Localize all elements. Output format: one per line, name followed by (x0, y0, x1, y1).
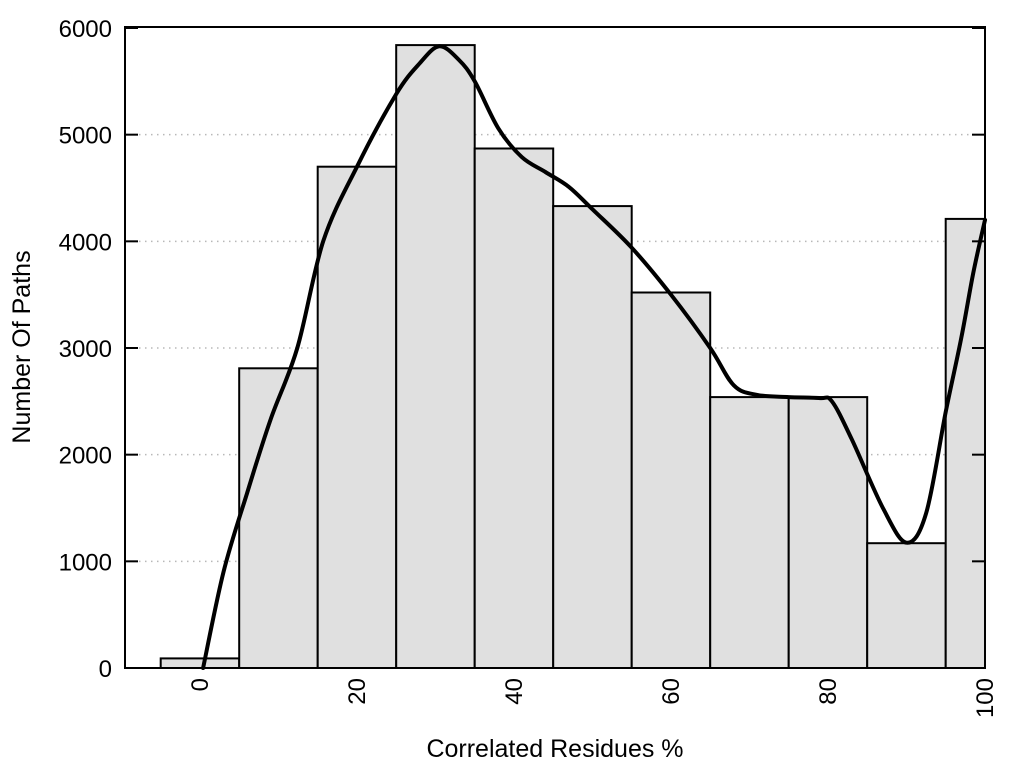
histogram-bar-60 (630, 291, 712, 669)
x-tick-label-80: 80 (815, 678, 842, 705)
histogram-bar-40 (473, 147, 555, 669)
y-tick-labels: 0 1000 2000 3000 4000 5000 6000 (59, 16, 112, 683)
histogram-bar-80 (787, 396, 869, 669)
x-tick-label-100: 100 (972, 678, 999, 718)
plot-border (124, 26, 986, 669)
y-tick-label-0: 0 (99, 656, 112, 683)
histogram-bar-100 (944, 217, 987, 669)
histogram-bar-90 (866, 542, 947, 670)
y-tick-label-2000: 2000 (59, 443, 112, 470)
histogram-bar-70 (709, 396, 790, 669)
y-tick-label-4000: 4000 (59, 229, 112, 256)
smoothed-frequency-curve (201, 44, 987, 670)
y-tick-label-3000: 3000 (59, 336, 112, 363)
histogram-bar-30 (395, 44, 476, 670)
x-tick-label-20: 20 (344, 678, 371, 705)
x-tick-label-40: 40 (501, 678, 528, 705)
histogram-bar-20 (316, 165, 398, 669)
x-tick-label-0: 0 (187, 678, 214, 691)
x-axis-title: Correlated Residues % (426, 735, 683, 763)
y-tick-label-5000: 5000 (59, 123, 112, 150)
histogram-bar-10 (238, 367, 319, 669)
x-tick-label-60: 60 (658, 678, 685, 705)
histogram-bar-50 (552, 205, 633, 669)
histogram-bar-0 (159, 657, 241, 670)
y-axis-title: Number Of Paths (8, 250, 36, 443)
x-tick-labels: 0 20 40 60 80 100 (187, 678, 999, 718)
histogram-bars (159, 44, 987, 670)
y-tick-label-1000: 1000 (59, 549, 112, 576)
y-tick-label-6000: 6000 (59, 16, 112, 43)
